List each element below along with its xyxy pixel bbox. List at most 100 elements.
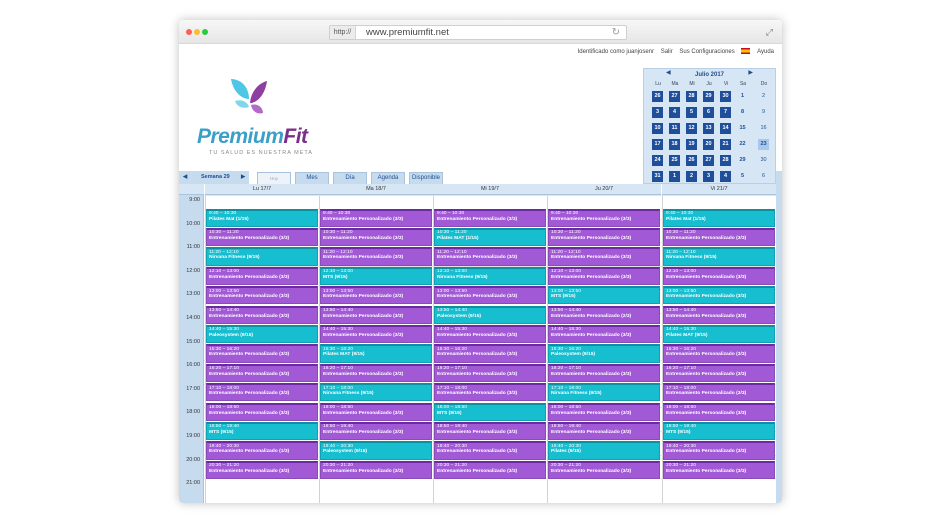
- mini-calendar-day[interactable]: 26: [652, 91, 663, 102]
- calendar-event[interactable]: 20:30 – 21:20 Entrenamiento Personalizado…: [663, 460, 775, 480]
- mini-calendar-day[interactable]: 3: [703, 171, 714, 182]
- calendar-event[interactable]: 20:30 – 21:20 Entrenamiento Personalizado…: [548, 460, 660, 480]
- mini-calendar-day[interactable]: 16: [760, 125, 767, 131]
- calendar-event[interactable]: 12:10 – 13:00 Entrenamiento Personalizado…: [206, 266, 318, 286]
- calendar-event[interactable]: 13:50 – 14:40 Entrenamiento Personalizado…: [320, 305, 432, 324]
- calendar-event[interactable]: 16:20 – 17:10 Entrenamiento Personalizado…: [320, 363, 432, 383]
- calendar-event[interactable]: 12:10 – 13:00 MTS (9/15): [320, 266, 432, 286]
- mini-calendar-day[interactable]: 15: [739, 125, 746, 131]
- day-header[interactable]: Mi 19/7: [433, 184, 547, 195]
- calendar-event[interactable]: 18:50 – 19:40 Entrenamiento Personalizado…: [320, 421, 432, 441]
- tab-now[interactable]: Hoy: [257, 172, 291, 184]
- mini-calendar-day[interactable]: 10: [652, 123, 663, 134]
- calendar-event[interactable]: 17:10 – 18:00 Nirvana Fitness (9/15): [548, 383, 660, 402]
- mini-calendar-day[interactable]: 26: [686, 155, 697, 166]
- mini-calendar-day[interactable]: 21: [720, 139, 731, 150]
- tab-month[interactable]: Mes: [295, 172, 329, 184]
- mini-calendar-day[interactable]: 11: [669, 123, 680, 134]
- calendar-event[interactable]: 9:40 – 10:30 Entrenamiento Personalizado …: [320, 208, 432, 227]
- address-bar[interactable]: http:// www.premiumfit.net ↻: [329, 25, 627, 40]
- calendar-event[interactable]: 15:30 – 16:20 Pilates MAT (9/15): [320, 344, 432, 363]
- tab-agenda[interactable]: Agenda: [371, 172, 405, 184]
- mini-calendar-day[interactable]: 4: [720, 171, 731, 182]
- next-week-icon[interactable]: ▶: [241, 174, 246, 180]
- mini-calendar-day[interactable]: 23: [758, 139, 769, 150]
- calendar-event[interactable]: 20:30 – 21:20 Entrenamiento Personalizado…: [206, 460, 318, 480]
- mini-calendar-day[interactable]: 22: [739, 141, 746, 147]
- calendar-event[interactable]: 13:00 – 13:50 Entrenamiento Personalizado…: [434, 286, 546, 305]
- mini-calendar-day[interactable]: 30: [720, 91, 731, 102]
- calendar-event[interactable]: 17:10 – 18:00 Entrenamiento Personalizado…: [434, 383, 546, 402]
- reload-icon[interactable]: ↻: [611, 27, 620, 38]
- mini-calendar-day[interactable]: 12: [686, 123, 697, 134]
- mini-calendar-day[interactable]: 18: [669, 139, 680, 150]
- calendar-event[interactable]: 12:10 – 13:00 Entrenamiento Personalizado…: [663, 266, 775, 286]
- calendar-event[interactable]: 11:20 – 12:10 Entrenamiento Personalizado…: [434, 247, 546, 266]
- help-link[interactable]: Ayuda: [757, 48, 774, 55]
- calendar-event[interactable]: 14:40 – 15:30 Entrenamiento Personalizado…: [320, 324, 432, 344]
- mini-calendar-next-icon[interactable]: ▶: [748, 70, 753, 76]
- mini-calendar-day[interactable]: 2: [686, 171, 697, 182]
- mini-calendar-day[interactable]: 7: [720, 107, 731, 118]
- mini-calendar-day[interactable]: 25: [669, 155, 680, 166]
- mini-calendar-day[interactable]: 31: [652, 171, 663, 182]
- calendar-event[interactable]: 18:50 – 19:40 MTS (9/15): [663, 421, 775, 441]
- mini-calendar-day[interactable]: 20: [703, 139, 714, 150]
- day-header[interactable]: Ju 20/7: [547, 184, 661, 195]
- mini-calendar-day[interactable]: 13: [703, 123, 714, 134]
- calendar-event[interactable]: 15:30 – 16:20 Entrenamiento Personalizado…: [434, 344, 546, 363]
- calendar-event[interactable]: 18:50 – 19:40 Entrenamiento Personalizado…: [548, 421, 660, 441]
- calendar-event[interactable]: 11:20 – 12:10 Entrenamiento Personalizado…: [548, 247, 660, 266]
- calendar-event[interactable]: 13:00 – 13:50 Entrenamiento Personalizado…: [320, 286, 432, 305]
- calendar-event[interactable]: 20:30 – 21:20 Entrenamiento Personalizado…: [320, 460, 432, 480]
- calendar-event[interactable]: 13:00 – 13:50 Entrenamiento Personalizado…: [663, 286, 775, 305]
- calendar-event[interactable]: 14:40 – 15:30 Pilates MAT (9/15): [663, 324, 775, 344]
- mini-calendar-day[interactable]: 29: [703, 91, 714, 102]
- day-header[interactable]: Lu 17/7: [205, 184, 319, 195]
- calendar-event[interactable]: 17:10 – 18:00 Nirvana Fitness (9/15): [320, 383, 432, 402]
- mini-calendar-day[interactable]: 5: [686, 107, 697, 118]
- mini-calendar-day[interactable]: 1: [669, 171, 680, 182]
- calendar-event[interactable]: 14:40 – 15:30 Entrenamiento Personalizado…: [548, 324, 660, 344]
- calendar-event[interactable]: 10:30 – 11:20 Pilates MAT (1/15): [434, 227, 546, 247]
- calendar-event[interactable]: 20:30 – 21:20 Entrenamiento Personalizado…: [434, 460, 546, 480]
- url-text[interactable]: www.premiumfit.net: [366, 27, 449, 38]
- calendar-event[interactable]: 9:40 – 10:30 Entrenamiento Personalizado …: [434, 208, 546, 227]
- calendar-event[interactable]: 19:40 – 20:30 Entrenamiento Personalizado…: [434, 441, 546, 460]
- calendar-event[interactable]: 18:00 – 18:50 Entrenamiento Personalizado…: [320, 402, 432, 421]
- calendar-event[interactable]: 15:30 – 16:20 Entrenamiento Personalizado…: [663, 344, 775, 363]
- calendar-event[interactable]: 15:30 – 16:20 Paleosystem (9/15): [548, 344, 660, 363]
- calendar-event[interactable]: 10:30 – 11:20 Entrenamiento Personalizado…: [663, 227, 775, 247]
- mini-calendar-day[interactable]: 3: [652, 107, 663, 118]
- calendar-event[interactable]: 11:20 – 12:10 Nirvana Fitness (9/15): [663, 247, 775, 266]
- mini-calendar-day[interactable]: 6: [761, 173, 766, 179]
- calendar-event[interactable]: 14:40 – 15:30 Paleosystem (9/15): [206, 324, 318, 344]
- calendar-event[interactable]: 13:00 – 13:50 MTS (9/15): [548, 286, 660, 305]
- mini-calendar-day[interactable]: 19: [686, 139, 697, 150]
- close-window-icon[interactable]: [186, 29, 192, 35]
- calendar-event[interactable]: 16:20 – 17:10 Entrenamiento Personalizado…: [434, 363, 546, 383]
- calendar-event[interactable]: 10:30 – 11:20 Entrenamiento Personalizado…: [320, 227, 432, 247]
- calendar-event[interactable]: 15:30 – 16:20 Entrenamiento Personalizado…: [206, 344, 318, 363]
- calendar-event[interactable]: 9:40 – 10:30 Pilates Mat (1/15): [663, 208, 775, 227]
- calendar-event[interactable]: 11:20 – 12:10 Entrenamiento Personalizado…: [320, 247, 432, 266]
- premiumfit-logo[interactable]: PremiumFit TU SALUD ES NUESTRA META: [197, 73, 317, 163]
- mini-calendar-day[interactable]: 28: [686, 91, 697, 102]
- mini-calendar-day[interactable]: 29: [739, 157, 746, 163]
- minimize-window-icon[interactable]: [194, 29, 200, 35]
- calendar-event[interactable]: 14:40 – 15:30 Entrenamiento Personalizado…: [434, 324, 546, 344]
- calendar-event[interactable]: 13:00 – 13:50 Entrenamiento Personalizado…: [206, 286, 318, 305]
- calendar-event[interactable]: 9:40 – 10:30 Pilates Mat (1/15): [206, 208, 318, 227]
- mini-calendar-prev-icon[interactable]: ◀: [666, 70, 671, 76]
- mini-calendar-day[interactable]: 17: [652, 139, 663, 150]
- day-header[interactable]: Ma 18/7: [319, 184, 433, 195]
- prev-week-icon[interactable]: ◀: [183, 174, 188, 180]
- mini-calendar-day[interactable]: 4: [669, 107, 680, 118]
- mini-calendar-day[interactable]: 9: [761, 109, 766, 115]
- calendar-event[interactable]: 16:20 – 17:10 Entrenamiento Personalizado…: [548, 363, 660, 383]
- fullscreen-icon[interactable]: ⤢: [765, 27, 773, 37]
- calendar-event[interactable]: 13:50 – 14:40 Paleosystem (9/15): [434, 305, 546, 324]
- mini-calendar-day[interactable]: 14: [720, 123, 731, 134]
- calendar-event[interactable]: 10:30 – 11:20 Entrenamiento Personalizado…: [548, 227, 660, 247]
- calendar-event[interactable]: 18:50 – 19:40 Entrenamiento Personalizado…: [434, 421, 546, 441]
